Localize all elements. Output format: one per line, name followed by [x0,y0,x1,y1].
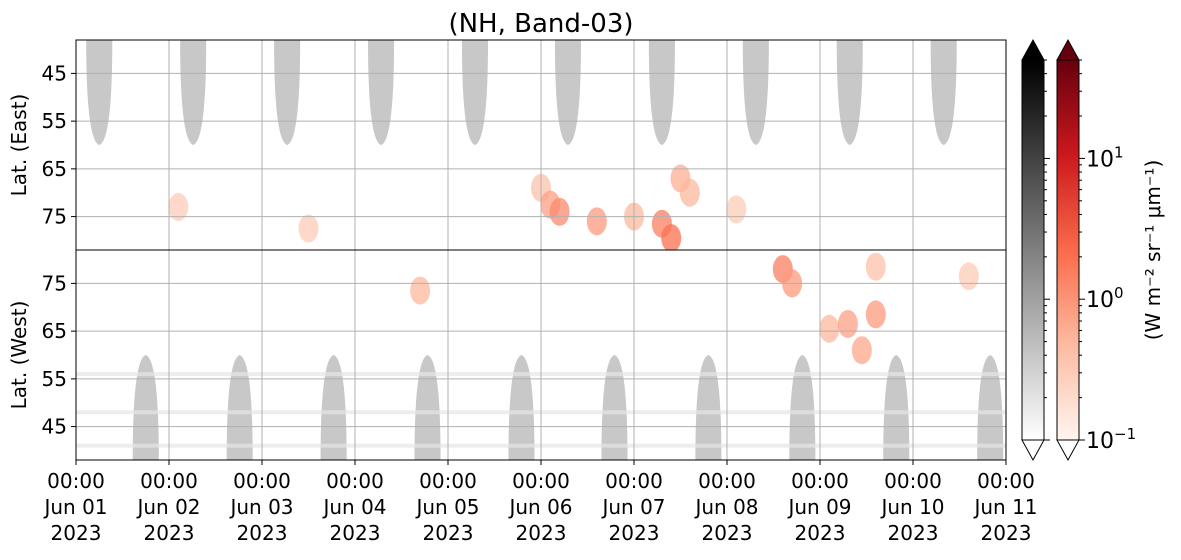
colorbar-tick-label-2: 101 [1086,143,1124,172]
colorbar-red-extend-max [1056,38,1080,61]
night-mask-east-5 [554,40,581,145]
panel-east-plot [86,40,957,250]
radiance-patch-east-6 [661,224,682,250]
ytick-label-east-3: 75 [42,205,67,229]
night-mask-west-0 [132,355,159,460]
night-mask-east-2 [274,40,301,145]
xtick-label-time-10: 00:00 [977,469,1035,493]
xtick-label-time-9: 00:00 [884,469,942,493]
xtick-label-time-8: 00:00 [791,469,849,493]
ylabel-west: Lat. (West) [7,301,31,410]
night-mask-east-9 [930,40,957,145]
radiance-patch-west-0 [410,276,431,305]
radiance-patch-west-5 [851,336,872,365]
xtick-label-time-2: 00:00 [233,469,291,493]
colorbar-grey-extend-max [1021,38,1045,61]
xtick-label-year-4: 2023 [423,521,474,545]
night-mask-west-2 [320,355,347,460]
xtick-label-date-8: Jun 09 [786,495,851,519]
night-mask-west-1 [226,355,253,460]
xtick-label-time-5: 00:00 [512,469,570,493]
ytick-label-west-3: 45 [42,415,67,439]
radiance-patch-east-2 [549,197,570,226]
night-mask-east-8 [836,40,863,145]
night-mask-east-0 [86,40,113,145]
xtick-label-date-9: Jun 10 [879,495,944,519]
night-mask-east-7 [742,40,769,145]
xtick-label-date-4: Jun 05 [414,495,479,519]
ylabel-east: Lat. (East) [7,94,31,197]
radiance-patch-east-11 [298,214,319,243]
gridlines [75,40,1007,460]
night-mask-west-5 [601,355,628,460]
night-mask-west-7 [789,355,816,460]
xtick-label-date-5: Jun 06 [507,495,572,519]
xtick-label-year-0: 2023 [51,521,102,545]
xtick-label-time-4: 00:00 [419,469,477,493]
xtick-label-year-10: 2023 [981,521,1032,545]
radiance-patch-west-6 [865,300,886,329]
xtick-label-date-10: Jun 11 [972,495,1037,519]
radiance-patch-east-9 [726,195,747,224]
colorbar-tick-label-0: 10−1 [1086,425,1136,454]
xtick-label-year-3: 2023 [330,521,381,545]
radiance-patch-west-4 [837,309,858,338]
xtick-label-time-3: 00:00 [326,469,384,493]
radiance-patch-east-10 [168,193,189,222]
colorbar-red [1056,38,1080,462]
radiance-patch-east-3 [586,207,607,236]
night-mask-west-3 [414,355,441,460]
colorbar-label: (W m⁻² sr⁻¹ μm⁻¹) [1141,160,1165,341]
xtick-label-year-7: 2023 [702,521,753,545]
ytick-label-west-0: 75 [42,271,67,295]
colorbar-red-extend-min [1056,439,1080,462]
ytick-label-east-2: 65 [42,157,67,181]
xtick-label-year-8: 2023 [795,521,846,545]
colorbar-grey [1021,38,1045,462]
xtick-label-year-9: 2023 [888,521,939,545]
ytick-label-east-1: 55 [42,109,67,133]
ytick-label-east-0: 45 [42,61,67,85]
colorbar-grey-body [1021,59,1045,441]
colorbar-minor-ticks [1044,59,1085,441]
night-mask-east-1 [180,40,207,145]
night-mask-west-6 [695,355,722,460]
ytick-label-west-2: 55 [42,367,67,391]
xtick-label-date-1: Jun 02 [135,495,200,519]
xtick-label-date-2: Jun 03 [228,495,293,519]
xtick-label-date-0: Jun 01 [42,495,107,519]
xtick-label-date-3: Jun 04 [321,495,386,519]
ytick-label-west-1: 65 [42,319,67,343]
night-mask-east-4 [461,40,488,145]
xtick-label-date-7: Jun 08 [693,495,758,519]
xtick-label-year-5: 2023 [516,521,567,545]
xtick-label-time-0: 00:00 [47,469,105,493]
radiance-patch-west-7 [865,252,886,281]
xtick-label-time-1: 00:00 [140,469,198,493]
night-mask-east-3 [368,40,395,145]
xtick-label-year-1: 2023 [144,521,195,545]
radiance-patch-west-3 [819,314,840,343]
xtick-label-year-2: 2023 [237,521,288,545]
colorbar-red-body [1056,59,1080,441]
night-mask-west-9 [977,355,1004,460]
colorbar-tick-label-1: 100 [1086,284,1124,313]
night-mask-east-6 [648,40,675,145]
colorbar-grey-extend-min [1021,439,1045,462]
night-mask-west-8 [883,355,910,460]
chart-title: (NH, Band-03) [448,9,633,39]
xtick-label-time-6: 00:00 [605,469,663,493]
xtick-label-time-7: 00:00 [698,469,756,493]
xtick-label-date-6: Jun 07 [600,495,665,519]
radiance-patch-east-8 [679,178,700,207]
xtick-label-year-6: 2023 [609,521,660,545]
radiance-patch-west-8 [958,262,979,291]
night-mask-west-4 [508,355,535,460]
